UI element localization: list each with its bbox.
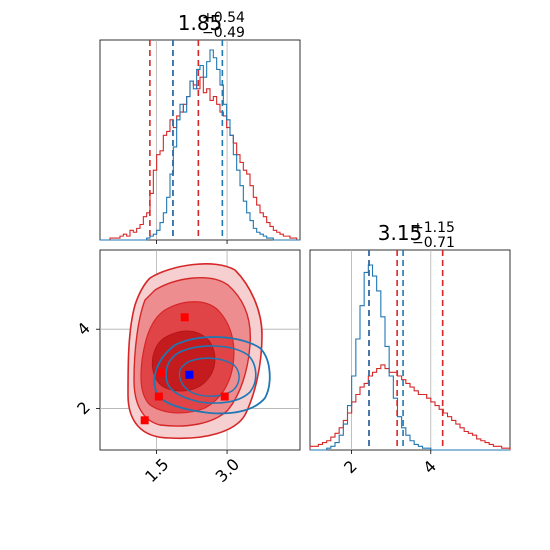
red-contour-core [151, 330, 216, 392]
red-point [140, 416, 149, 425]
joint-y-tick-label: 2 [73, 398, 94, 419]
marginal-y-title-minus: −0.71 [412, 235, 455, 251]
marginal-x-title-base: 1.85 [178, 11, 223, 35]
joint-x-tick-label: 1.5 [141, 455, 172, 486]
marginal-x-title: 1.85 [178, 11, 223, 35]
marginal-x-title-minus: −0.49 [202, 25, 245, 41]
red-point [220, 392, 229, 401]
red-point [157, 368, 166, 377]
red-point [154, 392, 163, 401]
marginal-x-quantiles [149, 40, 224, 240]
blue-contour-mid [165, 345, 257, 404]
marginal-x-tick-marks [156, 240, 228, 244]
blue-contour-inner [178, 357, 240, 397]
marginal-x-grid [156, 40, 228, 240]
marginal-y-tick-label: 2 [340, 457, 361, 478]
marginal-y-title-base: 3.15 [378, 221, 423, 245]
marginal-x-histograms [100, 49, 300, 241]
red-point [180, 313, 189, 322]
marginal-y-quantiles [368, 250, 444, 450]
marginal-x-histogram-blue [100, 49, 300, 241]
marginal-x-histogram-red [100, 76, 300, 241]
marginal-y-tick-label: 4 [419, 457, 440, 478]
joint-points [140, 313, 229, 425]
joint-y-tick-label: 4 [73, 319, 94, 340]
marginal-y-histogram-blue [310, 264, 510, 451]
marginal-y-histograms [309, 264, 511, 451]
marginal-y-grid [351, 250, 432, 450]
marginal-x-title-plus: +0.54 [202, 10, 245, 26]
marginal-y-title-plus: +1.15 [412, 220, 455, 236]
marginal-x-panel: 1.85 +0.54 −0.49 [99, 10, 301, 244]
marginal-y-title: 3.15 [378, 221, 423, 245]
joint-panel: 1.5 3.0 2 4 [73, 249, 301, 486]
joint-x-tick-label: 3.0 [212, 455, 243, 486]
blue-point [185, 370, 194, 379]
